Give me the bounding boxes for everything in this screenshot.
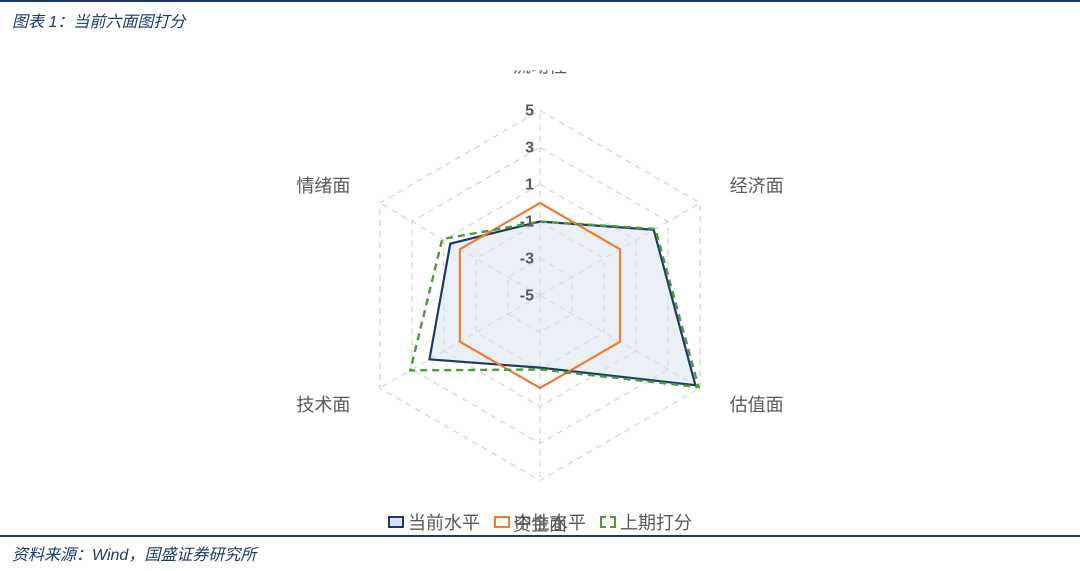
chart-title: 图表 1：当前六面图打分 xyxy=(12,14,185,31)
legend-label: 上期打分 xyxy=(620,509,692,535)
legend-swatch xyxy=(494,516,510,528)
series-当前水平 xyxy=(429,222,695,386)
radar-svg: -5-3-1135流动性经济面估值面资金面技术面情绪面 xyxy=(160,71,920,541)
axis-label-0: 流动性 xyxy=(513,71,567,77)
radar-chart: -5-3-1135流动性经济面估值面资金面技术面情绪面 xyxy=(160,71,920,546)
tick-label: 1 xyxy=(525,177,534,194)
legend-label: 中性水平 xyxy=(514,509,586,535)
legend-swatch xyxy=(600,516,616,528)
tick-label: 3 xyxy=(525,140,534,157)
tick-label: -1 xyxy=(520,214,534,231)
tick-label: 5 xyxy=(525,103,534,120)
tick-label: -5 xyxy=(520,288,534,305)
legend-item: 上期打分 xyxy=(600,509,692,535)
legend-swatch xyxy=(388,516,404,528)
axis-label-1: 经济面 xyxy=(730,176,784,196)
axis-label-2: 估值面 xyxy=(730,395,784,415)
axis-label-4: 技术面 xyxy=(296,395,350,415)
legend-item: 中性水平 xyxy=(494,509,586,535)
source-bar: 资料来源：Wind，国盛证券研究所 xyxy=(0,535,1080,571)
tick-label: -3 xyxy=(520,251,534,268)
legend-item: 当前水平 xyxy=(388,509,480,535)
legend-label: 当前水平 xyxy=(408,509,480,535)
source-text: 资料来源：Wind，国盛证券研究所 xyxy=(12,547,256,564)
chart-title-bar: 图表 1：当前六面图打分 xyxy=(0,0,1080,38)
axis-label-5: 情绪面 xyxy=(296,176,350,196)
legend: 当前水平 中性水平 上期打分 xyxy=(0,509,1080,535)
